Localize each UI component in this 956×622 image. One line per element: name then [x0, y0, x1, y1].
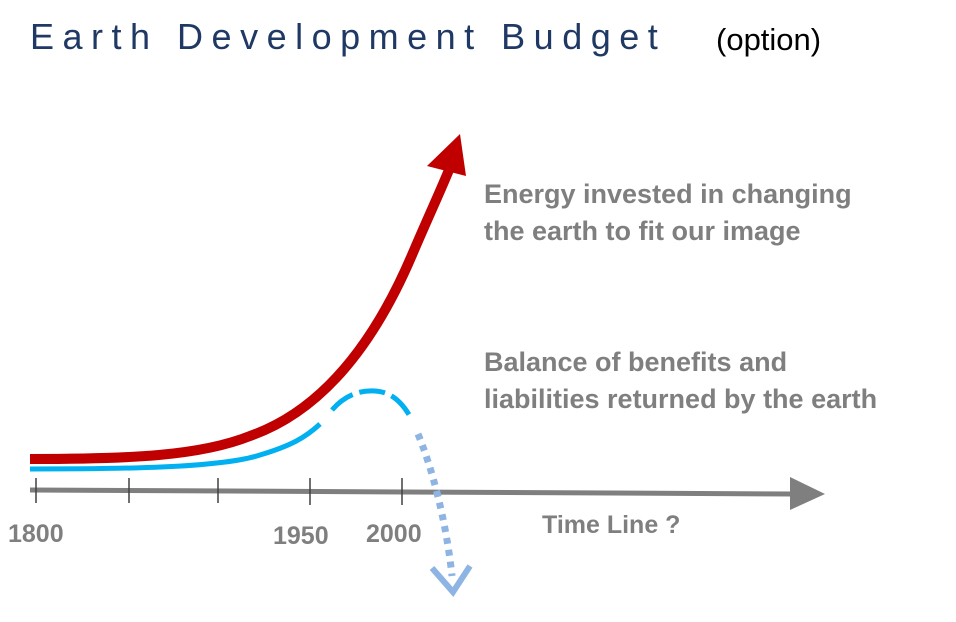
tick-label-1800: 1800: [8, 520, 64, 548]
projection-dotted-line: [414, 432, 456, 577]
axis-label: Time Line ?: [542, 511, 681, 539]
balance-annotation-line-2: liabilities returned by the earth: [484, 384, 878, 414]
energy-annotation: Energy invested in changing the earth to…: [484, 176, 852, 250]
projection-arrowhead: [429, 564, 473, 597]
energy-annotation-line-1: Energy invested in changing: [484, 179, 852, 209]
page-title: Earth Development Budget: [30, 16, 667, 57]
energy-curve-arrowhead: [427, 134, 466, 176]
time-axis-arrowhead: [790, 477, 825, 510]
title-note: (option): [716, 22, 822, 57]
energy-curve: [29, 150, 461, 464]
balance-curve: [29, 422, 322, 472]
time-axis: [29, 487, 793, 497]
energy-annotation-line-2: the earth to fit our image: [484, 216, 801, 246]
tick-label-2000: 2000: [366, 520, 422, 548]
balance-annotation-line-1: Balance of benefits and: [484, 347, 788, 377]
balance-curve-dashed: [330, 388, 415, 422]
balance-annotation: Balance of benefits and liabilities retu…: [484, 344, 877, 418]
tick-label-1950: 1950: [273, 522, 329, 550]
